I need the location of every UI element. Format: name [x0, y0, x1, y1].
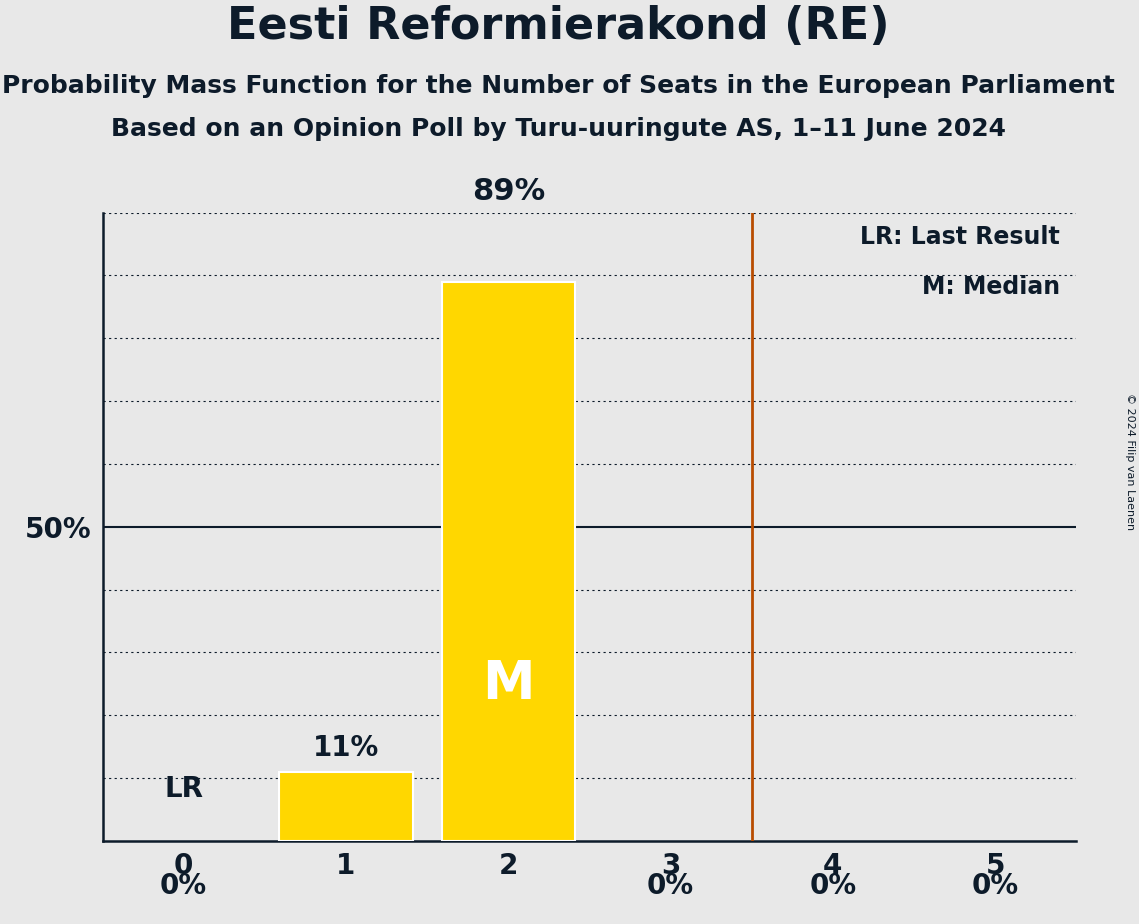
Text: LR: LR: [164, 775, 203, 803]
Text: 11%: 11%: [313, 735, 379, 762]
Text: © 2024 Filip van Laenen: © 2024 Filip van Laenen: [1125, 394, 1134, 530]
Text: M: M: [482, 658, 534, 710]
Text: 0%: 0%: [972, 872, 1018, 900]
Bar: [442, 282, 575, 841]
Text: Based on an Opinion Poll by Turu-uuringute AS, 1–11 June 2024: Based on an Opinion Poll by Turu-uuringu…: [110, 117, 1006, 141]
Text: M: Median: M: Median: [921, 275, 1060, 299]
Text: 0%: 0%: [161, 872, 207, 900]
Text: 89%: 89%: [472, 177, 544, 206]
Text: LR: Last Result: LR: Last Result: [860, 225, 1060, 249]
Text: Probability Mass Function for the Number of Seats in the European Parliament: Probability Mass Function for the Number…: [1, 74, 1115, 98]
Text: Eesti Reformierakond (RE): Eesti Reformierakond (RE): [227, 5, 890, 48]
Bar: [279, 772, 412, 841]
Text: 0%: 0%: [810, 872, 857, 900]
Text: 0%: 0%: [647, 872, 694, 900]
